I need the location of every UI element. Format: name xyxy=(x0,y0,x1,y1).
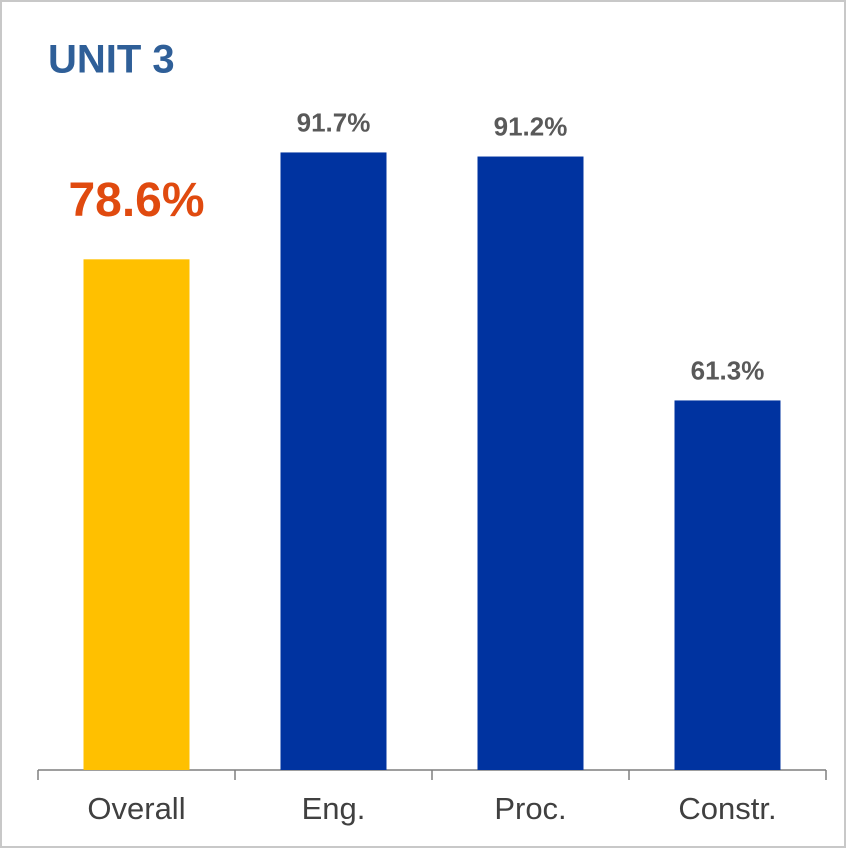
x-tick-label: Overall xyxy=(87,791,185,826)
value-label: 61.3% xyxy=(691,355,765,385)
bar xyxy=(477,156,584,771)
chart-title: UNIT 3 xyxy=(48,38,175,82)
bar xyxy=(83,259,190,770)
x-tick-label: Eng. xyxy=(302,791,366,826)
value-label: 91.2% xyxy=(494,111,568,141)
x-tick-label: Constr. xyxy=(678,791,776,826)
bar xyxy=(674,400,781,770)
value-label: 78.6% xyxy=(68,174,204,227)
bar xyxy=(280,152,387,770)
value-label: 91.7% xyxy=(297,107,371,137)
x-tick-label: Proc. xyxy=(494,791,566,826)
